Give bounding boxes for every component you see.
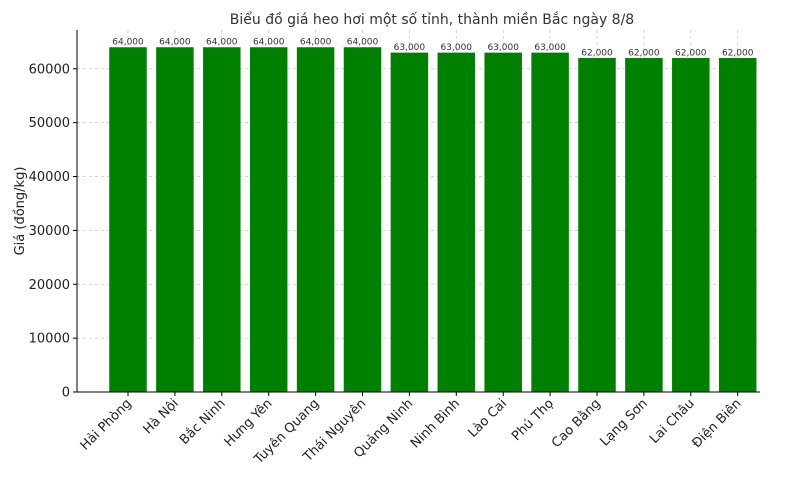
chart-title: Biểu đồ giá heo hơi một số tỉnh, thành m… [230,11,634,28]
x-tick-label: Hà Nội [141,396,182,437]
data-label: 62,000 [581,49,613,59]
bar [718,58,757,393]
x-tick-label: Lào Cai [466,396,511,441]
x-tick-label: Bắc Ninh [177,396,229,448]
bar [672,58,710,393]
data-labels: 64,000 64,000 64,000 64,000 64,000 64,000 63,0… [112,38,753,59]
y-tick-label: 10000 [29,332,70,347]
data-label: 62,000 [722,49,754,59]
data-label: 64,000 [206,38,238,48]
bar [625,58,663,393]
data-label: 63,000 [441,43,473,53]
bar [249,47,288,392]
y-axis-title: Giá (đồng/kg) [13,167,28,256]
data-label: 64,000 [112,38,144,48]
x-tick-label: Ninh Bình [408,396,463,451]
bars [109,47,757,393]
bar [203,47,241,392]
y-tick-label: 0 [62,386,70,401]
bar [109,47,147,392]
x-tick-label: Lạng Sơn [597,396,650,449]
y-tick-label: 40000 [29,170,70,185]
y-tick-label: 50000 [29,116,70,131]
bar [578,58,616,393]
data-label: 64,000 [300,38,332,48]
x-tick-label: Phú Thọ [509,396,557,444]
data-label: 63,000 [534,43,566,53]
data-label: 63,000 [394,43,426,53]
y-tick-label: 30000 [29,224,70,239]
x-tick-label: Cao Bằng [549,396,604,451]
x-tick-label: Điện Biên [689,396,744,451]
bar [156,47,194,392]
data-label: 64,000 [159,38,191,48]
data-label: 63,000 [487,43,519,53]
bar [531,52,569,392]
bar [296,47,335,392]
data-label: 64,000 [347,38,379,48]
bar [390,52,429,392]
bar [437,52,476,392]
axes [76,30,760,393]
data-label: 64,000 [253,38,285,48]
y-tick-label: 20000 [29,278,70,293]
bar [484,52,522,392]
y-axis-ticks: 0 10000 20000 30000 40000 50000 60000 [29,62,77,401]
bar [343,47,382,392]
y-tick-label: 60000 [29,62,70,77]
data-label: 62,000 [675,49,707,59]
x-tick-label: Hải Phòng [78,396,135,453]
data-label: 62,000 [628,49,660,59]
